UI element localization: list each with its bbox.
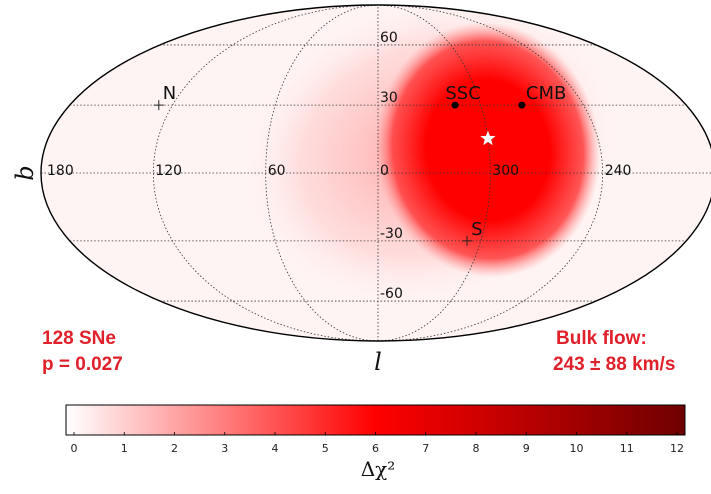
graticule [41, 5, 711, 341]
marker-N-cross [153, 100, 164, 111]
colorbar-tick-label: 11 [620, 442, 634, 455]
sample-size-label: 128 SNe [42, 328, 116, 349]
colorbar-tick-label: 5 [322, 442, 329, 455]
latitude-tick-label: -60 [380, 286, 403, 302]
longitude-tick-label: 300 [492, 163, 519, 179]
likelihood-peak-region [375, 22, 601, 278]
colorbar-tick-label: 4 [272, 442, 279, 455]
bulk-flow-title: Bulk flow: [556, 328, 647, 349]
y-axis-label: b [11, 165, 39, 180]
x-axis-label: l [374, 348, 382, 376]
colorbar-tick-label: 12 [670, 442, 684, 455]
latitude-tick-label: 60 [380, 30, 398, 46]
best-fit-star [480, 130, 496, 146]
sky-markers: N S SSC CMB [153, 83, 566, 246]
colorbar [65, 404, 686, 436]
marker-S-label: S [471, 219, 482, 240]
marker-CMB-dot [518, 101, 526, 109]
marker-CMB-label: CMB [526, 83, 566, 104]
heatmap-layer [41, 5, 711, 341]
bulk-flow-value: 243 ± 88 km/s [553, 354, 675, 375]
longitude-tick-label: 0 [380, 163, 389, 179]
colorbar-tick-label: 7 [422, 442, 429, 455]
latitude-tick-labels: 60 30 -30 -60 [380, 30, 403, 302]
colorbar-tick-label: 6 [372, 442, 379, 455]
colorbar-tick-label: 10 [570, 442, 584, 455]
marker-N-label: N [163, 83, 176, 104]
colorbar-tick-label: 3 [221, 442, 228, 455]
colorbar-tick-label: 9 [523, 442, 530, 455]
map-outline [40, 4, 711, 342]
longitude-tick-label: 120 [155, 163, 182, 179]
marker-SSC-label: SSC [445, 83, 480, 104]
colorbar-tick-label: 1 [121, 442, 128, 455]
longitude-tick-label: 240 [605, 163, 632, 179]
colorbar-tick-label: 0 [71, 442, 78, 455]
colorbar-ticks: 0 1 2 3 4 5 6 7 8 9 10 11 12 [71, 432, 684, 455]
latitude-tick-label: 30 [380, 90, 398, 106]
longitude-tick-labels: 180 120 60 0 300 240 [47, 163, 631, 179]
marker-SSC-dot [451, 101, 459, 109]
latitude-tick-label: -30 [380, 226, 403, 242]
longitude-tick-label: 180 [47, 163, 74, 179]
longitude-tick-label: 60 [268, 163, 286, 179]
colorbar-tick-label: 2 [171, 442, 178, 455]
colorbar-tick-label: 8 [473, 442, 480, 455]
p-value-label: p = 0.027 [42, 354, 123, 375]
marker-S-cross [462, 235, 473, 246]
colorbar-label: Δχ² [361, 457, 396, 481]
